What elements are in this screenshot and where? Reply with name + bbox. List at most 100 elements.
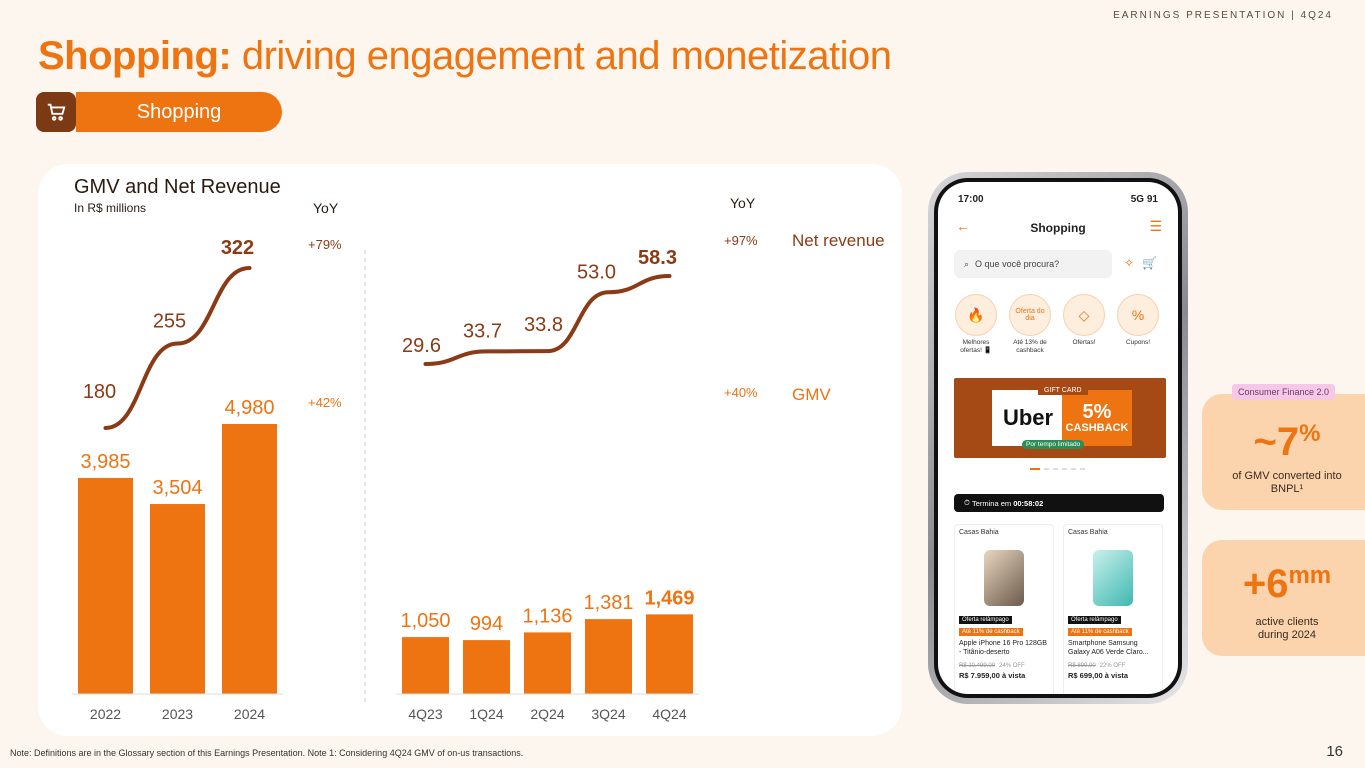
title-rest: driving engagement and monetization	[231, 34, 892, 78]
consumer-finance-badge: Consumer Finance 2.0	[1232, 384, 1336, 400]
limited-time-badge: Por tempo limitado	[1022, 440, 1085, 449]
yoy-gmv-quarterly: +40%	[724, 385, 758, 400]
gmv-data-label: 994	[470, 613, 503, 635]
promo-banner[interactable]: Uber 5% CASHBACK GIFT CARD Por tempo limi…	[954, 378, 1166, 458]
category-item[interactable]: ◇ Ofertas!	[1062, 294, 1106, 355]
old-price: R$ 10.499,00 24% OFF	[959, 663, 1025, 669]
x-tick-label: 2022	[90, 706, 121, 722]
product-name: Apple iPhone 16 Pro 128GB - Titânio-dese…	[959, 640, 1047, 656]
x-tick-label: 2024	[234, 706, 265, 722]
product-image	[1093, 550, 1133, 606]
gmv-bar	[222, 424, 277, 694]
gmv-bar	[150, 504, 205, 694]
net-revenue-data-label: 322	[221, 237, 254, 259]
product-store: Casas Bahia	[959, 529, 999, 536]
category-label: Cupons!	[1125, 339, 1151, 346]
back-arrow-icon[interactable]: ←	[956, 218, 970, 234]
category-item[interactable]: Oferta do dia Até 13% de cashback	[1008, 294, 1052, 355]
page-title: Shopping: driving engagement and monetiz…	[38, 34, 892, 79]
kpi-value: ~7%	[1253, 420, 1321, 464]
cashback-tag: Até 11% de cashback	[959, 628, 1023, 636]
product-card[interactable]: Casas Bahia Oferta relâmpago Até 11% de …	[1063, 524, 1163, 694]
category-item[interactable]: 🔥 Melhores ofertas! 📱	[954, 294, 998, 355]
presentation-header: EARNINGS PRESENTATION | 4Q24	[1113, 10, 1333, 21]
phone-screen: 17:00 5G 91 ← Shopping ☰ ⌕ O que você proc…	[938, 182, 1178, 694]
category-item[interactable]: % Cupons!	[1116, 294, 1160, 355]
page-number: 16	[1326, 743, 1343, 760]
product-card[interactable]: Casas Bahia Oferta relâmpago Até 11% de …	[954, 524, 1054, 694]
yoy-net-revenue-quarterly: +97%	[724, 233, 758, 248]
net-revenue-line	[423, 274, 672, 366]
net-revenue-data-label: 180	[83, 381, 116, 403]
category-label: Até 13% de cashback	[1013, 339, 1047, 354]
search-icon: ⌕	[964, 258, 970, 269]
status-signal: 5G 91	[1130, 194, 1158, 205]
gmv-bar	[463, 640, 510, 694]
phone-title: Shopping	[1030, 221, 1086, 235]
gmv-bar	[585, 619, 632, 694]
footnote: Note: Definitions are in the Glossary se…	[10, 748, 524, 758]
flash-tag: Oferta relâmpago	[1068, 616, 1121, 624]
yoy-header: YoY	[730, 195, 756, 211]
x-tick-label: 2023	[162, 706, 193, 722]
cashback-box: 5% CASHBACK	[1062, 390, 1132, 446]
net-revenue-data-label: 53.0	[577, 261, 616, 283]
net-revenue-data-label: 58.3	[638, 247, 677, 269]
status-bar: 17:00 5G 91	[958, 194, 1158, 205]
chart-subtitle: In R$ millions	[74, 201, 146, 215]
gift-card-label: GIFT CARD	[1038, 386, 1088, 395]
product-image	[984, 550, 1024, 606]
menu-icon[interactable]: ☰	[1149, 218, 1162, 234]
legend-gmv: GMV	[792, 385, 831, 404]
section-pill: Shopping	[76, 92, 282, 132]
timer-bar: ⏱ Termina em 00:58:02	[954, 494, 1164, 512]
gmv-bar	[78, 477, 133, 694]
sparkle-cart-icons[interactable]: ✧🛒	[1124, 256, 1165, 270]
gmv-data-label: 1,381	[583, 592, 633, 614]
legend-net-revenue: Net revenue	[792, 231, 885, 250]
net-revenue-data-label: 29.6	[402, 335, 441, 357]
category-row: 🔥 Melhores ofertas! 📱 Oferta do dia Até 13…	[954, 294, 1160, 355]
net-revenue-data-label: 33.7	[463, 320, 502, 342]
search-placeholder: O que você procura?	[975, 259, 1060, 269]
cart-icon	[36, 92, 76, 132]
fire-icon: 🔥	[955, 294, 997, 336]
category-label: Ofertas!	[1072, 339, 1096, 346]
kpi-text: active clients during 2024	[1255, 616, 1319, 641]
flash-tag: Oferta relâmpago	[959, 616, 1012, 624]
coupon-icon: %	[1117, 294, 1159, 336]
old-price: R$ 899,00 22% OFF	[1068, 663, 1126, 669]
chart-title: GMV and Net Revenue	[74, 176, 281, 198]
category-label: Melhores ofertas! 📱	[960, 339, 992, 354]
yoy-net-revenue-annual: +79%	[308, 237, 342, 252]
kpi-clients: +6mm active clients during 2024	[1202, 540, 1365, 656]
x-tick-label: 3Q24	[591, 706, 625, 722]
net-revenue-line	[103, 266, 252, 430]
kpi-text: of GMV converted into BNPL¹	[1232, 470, 1342, 495]
tag-icon: ◇	[1063, 294, 1105, 336]
product-price: R$ 7.959,00 à vista	[959, 671, 1026, 680]
gmv-bar	[524, 632, 571, 694]
x-tick-label: 4Q24	[652, 706, 686, 722]
yoy-gmv-annual: +42%	[308, 395, 342, 410]
uber-logo: Uber	[992, 390, 1064, 446]
gmv-bar	[646, 614, 693, 694]
yoy-header: YoY	[313, 200, 339, 216]
product-store: Casas Bahia	[1068, 529, 1108, 536]
gmv-data-label: 3,504	[152, 477, 202, 499]
carousel-dots	[1030, 468, 1085, 470]
x-tick-label: 4Q23	[408, 706, 442, 722]
net-revenue-data-label: 255	[153, 310, 186, 332]
gmv-data-label: 1,469	[644, 587, 694, 609]
gmv-bar	[402, 637, 449, 694]
offer-icon: Oferta do dia	[1009, 294, 1051, 336]
kpi-bnpl: ~7% of GMV converted into BNPL¹	[1202, 394, 1365, 510]
gmv-data-label: 1,136	[522, 605, 572, 627]
phone-mockup: 17:00 5G 91 ← Shopping ☰ ⌕ O que você proc…	[928, 172, 1188, 704]
search-input[interactable]: ⌕ O que você procura?	[954, 250, 1112, 278]
x-tick-label: 1Q24	[469, 706, 503, 722]
gmv-data-label: 1,050	[400, 610, 450, 632]
chart-card: GMV and Net Revenue In R$ millions YoY YoY 3…	[38, 164, 902, 736]
gmv-data-label: 4,980	[224, 397, 274, 419]
title-bold: Shopping:	[38, 34, 232, 78]
